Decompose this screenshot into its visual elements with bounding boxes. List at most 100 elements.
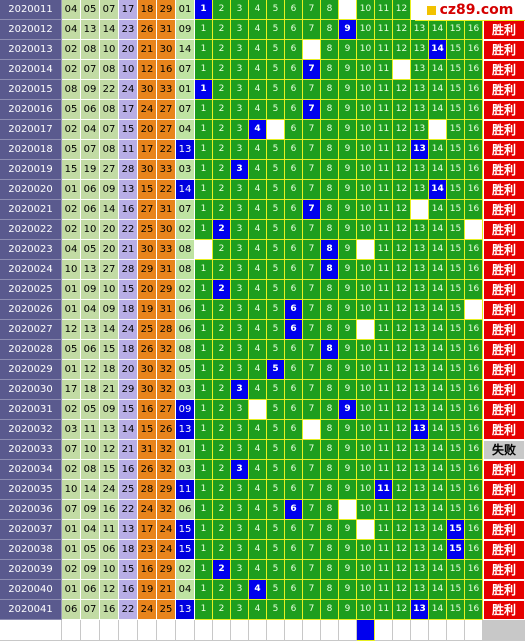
- drawn-number: 03: [62, 420, 81, 440]
- position-cell: 14: [429, 200, 447, 220]
- position-cell: 3: [231, 340, 249, 360]
- position-cell: 6: [285, 180, 303, 200]
- position-cell: 8: [321, 200, 339, 220]
- special-number: 07: [176, 60, 195, 80]
- position-cell: 12: [393, 340, 411, 360]
- result-win-badge: 胜利: [483, 540, 525, 560]
- drawn-number: 05: [81, 0, 100, 20]
- special-number: 01: [176, 0, 195, 20]
- position-cell: 6: [285, 560, 303, 580]
- position-cell: 15: [447, 180, 465, 200]
- drawn-number: 33: [157, 160, 176, 180]
- drawn-number: 13: [81, 260, 100, 280]
- result-win-badge: 胜利: [483, 580, 525, 600]
- issue-number: 2020026: [0, 300, 62, 320]
- position-cell: 12: [393, 440, 411, 460]
- position-cell: 4: [249, 200, 267, 220]
- position-cell: 5: [267, 160, 285, 180]
- position-cell: 15: [447, 40, 465, 60]
- next-result-cell: [483, 620, 525, 641]
- drawn-number: 22: [119, 600, 138, 620]
- position-cell: 8: [321, 80, 339, 100]
- drawn-number: 15: [119, 280, 138, 300]
- position-cell: 11: [375, 500, 393, 520]
- drawn-number: 06: [81, 100, 100, 120]
- drawn-number: 27: [157, 120, 176, 140]
- position-cell: 3: [231, 0, 249, 20]
- issue-number: 2020037: [0, 520, 62, 540]
- special-number: 03: [176, 380, 195, 400]
- position-cell: 11: [375, 580, 393, 600]
- drawn-number: 13: [81, 320, 100, 340]
- position-cell: 9: [339, 440, 357, 460]
- position-cell: 15: [447, 480, 465, 500]
- drawn-number: 23: [138, 540, 157, 560]
- drawn-number: 04: [81, 300, 100, 320]
- drawn-number: 02: [62, 560, 81, 580]
- position-cell: 9: [339, 520, 357, 540]
- position-cell: 4: [249, 420, 267, 440]
- position-hit-cell: 4: [249, 120, 267, 140]
- position-cell: 8: [321, 140, 339, 160]
- drawn-number: 24: [138, 100, 157, 120]
- next-position-cell: [447, 620, 465, 641]
- position-hit-cell: 7: [303, 60, 321, 80]
- result-win-badge: 胜利: [483, 100, 525, 120]
- position-cell: 12: [393, 420, 411, 440]
- position-cell: 5: [267, 280, 285, 300]
- position-cell: 15: [447, 220, 465, 240]
- drawn-number: 16: [100, 500, 119, 520]
- issue-number: 2020034: [0, 460, 62, 480]
- position-cell: 13: [411, 340, 429, 360]
- position-cell: 14: [429, 280, 447, 300]
- next-position-cell: [429, 620, 447, 641]
- position-cell: 5: [267, 100, 285, 120]
- drawn-number: 05: [62, 100, 81, 120]
- position-cell: 10: [357, 300, 375, 320]
- position-cell: 10: [357, 460, 375, 480]
- position-cell: 13: [411, 320, 429, 340]
- result-win-badge: 胜利: [483, 360, 525, 380]
- drawn-number: 22: [100, 80, 119, 100]
- drawn-number: 16: [138, 560, 157, 580]
- drawn-number: 30: [138, 160, 157, 180]
- drawn-number: 21: [157, 580, 176, 600]
- position-cell: 2: [213, 440, 231, 460]
- drawn-number: 24: [157, 540, 176, 560]
- next-position-cell: [285, 620, 303, 641]
- position-cell: 14: [429, 560, 447, 580]
- position-cell: 10: [357, 540, 375, 560]
- position-cell: 13: [411, 120, 429, 140]
- position-cell: 8: [321, 220, 339, 240]
- position-cell: 1: [195, 560, 213, 580]
- drawn-number: 12: [100, 580, 119, 600]
- drawn-number: 16: [119, 580, 138, 600]
- position-cell: 3: [231, 440, 249, 460]
- drawn-number: 24: [119, 80, 138, 100]
- drawn-number: 07: [62, 440, 81, 460]
- position-cell: 1: [195, 60, 213, 80]
- position-cell: 16: [465, 160, 483, 180]
- position-cell: 6: [285, 400, 303, 420]
- drawn-number: 20: [138, 280, 157, 300]
- drawn-number: 30: [138, 80, 157, 100]
- position-cell: 3: [231, 180, 249, 200]
- position-blank-cell: 9: [339, 500, 357, 520]
- position-cell: 7: [303, 520, 321, 540]
- position-cell: 8: [321, 400, 339, 420]
- position-cell: 12: [393, 100, 411, 120]
- next-position-cell: [393, 620, 411, 641]
- drawn-number: 04: [81, 120, 100, 140]
- site-logo[interactable]: cz89.com: [415, 0, 525, 21]
- drawn-number: 11: [119, 140, 138, 160]
- position-cell: 5: [267, 220, 285, 240]
- position-cell: 6: [285, 220, 303, 240]
- position-cell: 5: [267, 60, 285, 80]
- position-hit-cell: 7: [303, 100, 321, 120]
- position-cell: 3: [231, 560, 249, 580]
- position-cell: 3: [231, 320, 249, 340]
- drawn-number: 21: [100, 380, 119, 400]
- position-cell: 8: [321, 480, 339, 500]
- position-cell: 3: [231, 540, 249, 560]
- position-cell: 9: [339, 580, 357, 600]
